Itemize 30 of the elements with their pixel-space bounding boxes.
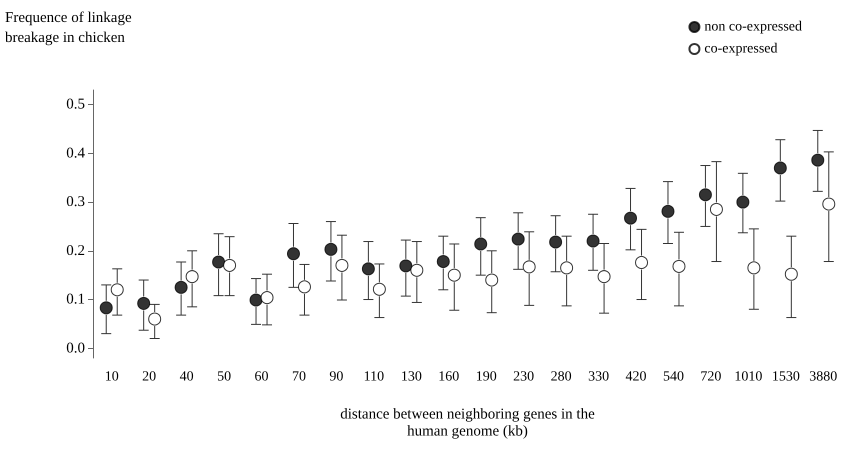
legend-label: non co-expressed bbox=[704, 20, 802, 34]
x-tick-label: 110 bbox=[364, 370, 384, 384]
x-tick-label: 420 bbox=[626, 370, 647, 384]
x-tick-label: 720 bbox=[700, 370, 722, 384]
y-tick-label: 0.4 bbox=[66, 145, 86, 162]
x-tick-label: 60 bbox=[254, 370, 269, 384]
y-tick-label: 0.2 bbox=[66, 242, 85, 259]
x-tick-label: 10 bbox=[104, 370, 119, 384]
y-tick-label: 0.3 bbox=[66, 194, 85, 210]
x-tick-label: 160 bbox=[438, 370, 460, 384]
legend-label: co-expressed bbox=[704, 42, 778, 56]
x-tick-label: 1010 bbox=[734, 370, 762, 384]
x-tick-label: 70 bbox=[292, 370, 306, 384]
x-tick-label: 190 bbox=[476, 370, 497, 384]
x-tick-label: 3880 bbox=[809, 370, 838, 384]
x-tick-label: 50 bbox=[217, 370, 232, 384]
x-tick-label: 330 bbox=[588, 370, 610, 384]
x-tick-label: 1530 bbox=[772, 370, 800, 384]
y-tick-label: 0.1 bbox=[66, 292, 85, 308]
x-tick-label: 130 bbox=[400, 370, 422, 384]
x-axis-title: distance between neighboring genes in the human genome (kb) bbox=[340, 406, 596, 440]
y-tick-label: 0.5 bbox=[66, 96, 85, 113]
x-tick-label: 540 bbox=[662, 370, 684, 384]
x-tick-label: 230 bbox=[513, 370, 534, 384]
y-axis-title: Frequence of linkage breakage in chicken bbox=[5, 10, 132, 46]
y-tick-label: 0.0 bbox=[66, 340, 85, 356]
x-tick-label: 90 bbox=[329, 370, 344, 384]
x-tick-label: 280 bbox=[550, 370, 572, 384]
x-tick-label: 40 bbox=[180, 370, 194, 384]
x-tick-label: 20 bbox=[142, 370, 156, 384]
